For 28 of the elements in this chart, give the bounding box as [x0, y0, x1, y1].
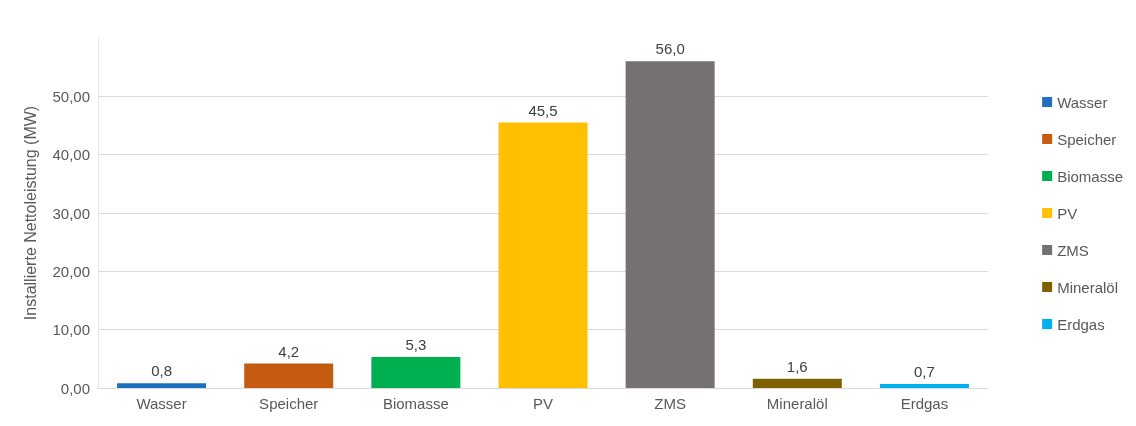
legend-label: ZMS [1057, 241, 1089, 259]
y-tick-label: 20,00 [52, 262, 90, 280]
legend-label: Erdgas [1057, 315, 1105, 333]
y-tick-label: 30,00 [52, 204, 90, 222]
x-tick-label: PV [532, 395, 554, 412]
data-label: 4,2 [278, 342, 300, 360]
data-label: 5,3 [405, 336, 427, 354]
y-tick-label: 50,00 [52, 87, 90, 105]
x-tick-label: Erdgas [900, 395, 949, 412]
legend-label: Speicher [1057, 130, 1117, 148]
y-tick-label: 0,00 [60, 379, 90, 397]
data-label: 45,5 [528, 101, 558, 119]
data-label: 0,8 [151, 362, 172, 380]
y-axis-title: Installierte Nettoleistung (MW) [21, 105, 39, 321]
y-tick-label: 10,00 [52, 321, 90, 339]
data-label: 0,7 [914, 362, 935, 380]
data-label: 56,0 [655, 40, 685, 58]
legend-label: PV [1057, 204, 1078, 222]
y-tick-label: 40,00 [52, 146, 90, 164]
legend-label: Biomasse [1057, 167, 1123, 185]
x-tick-label: Mineralöl [766, 395, 828, 412]
x-tick-label: Biomasse [382, 395, 449, 412]
x-tick-label: ZMS [654, 395, 686, 412]
x-tick-label: Wasser [136, 395, 187, 412]
data-label: 1,6 [786, 357, 808, 375]
x-tick-label: Speicher [259, 395, 319, 412]
legend-label: Mineralöl [1057, 278, 1118, 296]
legend-label: Wasser [1057, 93, 1108, 111]
